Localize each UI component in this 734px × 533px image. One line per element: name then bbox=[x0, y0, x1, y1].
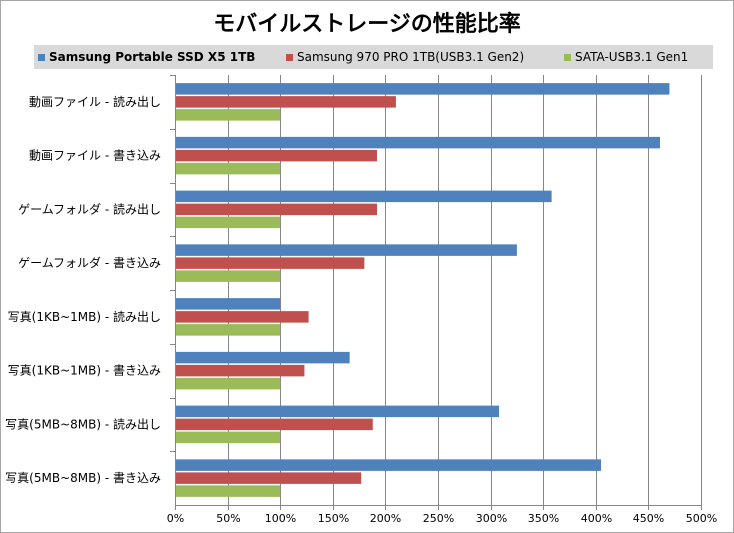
legend: Samsung Portable SSD X5 1TB Samsung 970 … bbox=[34, 45, 713, 69]
bar bbox=[176, 405, 500, 418]
x-tick-label: 0% bbox=[167, 512, 184, 525]
x-tick-label: 150% bbox=[318, 512, 349, 525]
x-tick-label: 500% bbox=[686, 512, 717, 525]
bar bbox=[176, 298, 281, 310]
bar bbox=[176, 216, 281, 229]
x-tick-label: 250% bbox=[423, 512, 454, 525]
category-label: ゲームフォルダ - 書き込み bbox=[18, 255, 161, 270]
legend-label-sata: SATA-USB3.1 Gen1 bbox=[575, 50, 689, 64]
category-label: 動画ファイル - 書き込み bbox=[29, 149, 161, 163]
bar bbox=[176, 351, 350, 364]
legend-item-sata: SATA-USB3.1 Gen1 bbox=[564, 45, 688, 69]
bar bbox=[176, 190, 552, 203]
legend-swatch-970pro bbox=[286, 53, 293, 61]
legend-label-x5: Samsung Portable SSD X5 1TB bbox=[49, 50, 256, 64]
bar bbox=[176, 96, 396, 108]
category-label: 写真(5MB~8MB) - 書き込み bbox=[5, 471, 161, 485]
category-label: 写真(1KB~1MB) - 読み出し bbox=[8, 309, 161, 324]
bar bbox=[176, 485, 281, 497]
bar bbox=[176, 377, 281, 390]
legend-item-970pro: Samsung 970 PRO 1TB(USB3.1 Gen2) bbox=[286, 45, 524, 69]
bar bbox=[176, 244, 517, 256]
legend-swatch-x5 bbox=[38, 53, 45, 61]
bar bbox=[176, 459, 602, 471]
legend-item-x5: Samsung Portable SSD X5 1TB bbox=[38, 45, 255, 69]
bar bbox=[176, 270, 281, 282]
bar bbox=[176, 418, 373, 431]
category-label: ゲームフォルダ - 読み出し bbox=[18, 201, 161, 216]
bar bbox=[176, 109, 281, 121]
category-label: 写真(1KB~1MB) - 書き込み bbox=[8, 364, 161, 378]
bar bbox=[176, 431, 281, 444]
bar bbox=[176, 136, 660, 149]
bar bbox=[176, 324, 281, 336]
x-tick-label: 100% bbox=[265, 512, 296, 525]
bar bbox=[176, 203, 377, 216]
x-tick-label: 300% bbox=[476, 512, 507, 525]
x-tick-label: 50% bbox=[216, 512, 240, 525]
category-label: 動画ファイル - 読み出し bbox=[29, 94, 161, 109]
x-tick-label: 350% bbox=[528, 512, 559, 525]
chart-title: モバイルストレージの性能比率 bbox=[213, 12, 521, 37]
legend-swatch-sata bbox=[564, 53, 571, 61]
bar bbox=[176, 83, 670, 95]
bar bbox=[176, 472, 362, 484]
category-label: 写真(5MB~8MB) - 読み出し bbox=[5, 416, 161, 431]
x-tick-label: 400% bbox=[581, 512, 612, 525]
bar bbox=[176, 162, 281, 175]
x-tick-label: 200% bbox=[370, 512, 401, 525]
bar bbox=[176, 364, 305, 377]
legend-label-970pro: Samsung 970 PRO 1TB(USB3.1 Gen2) bbox=[297, 50, 525, 64]
bar bbox=[176, 257, 365, 269]
x-tick-label: 450% bbox=[633, 512, 664, 525]
bar bbox=[176, 311, 309, 323]
bar bbox=[176, 149, 377, 162]
